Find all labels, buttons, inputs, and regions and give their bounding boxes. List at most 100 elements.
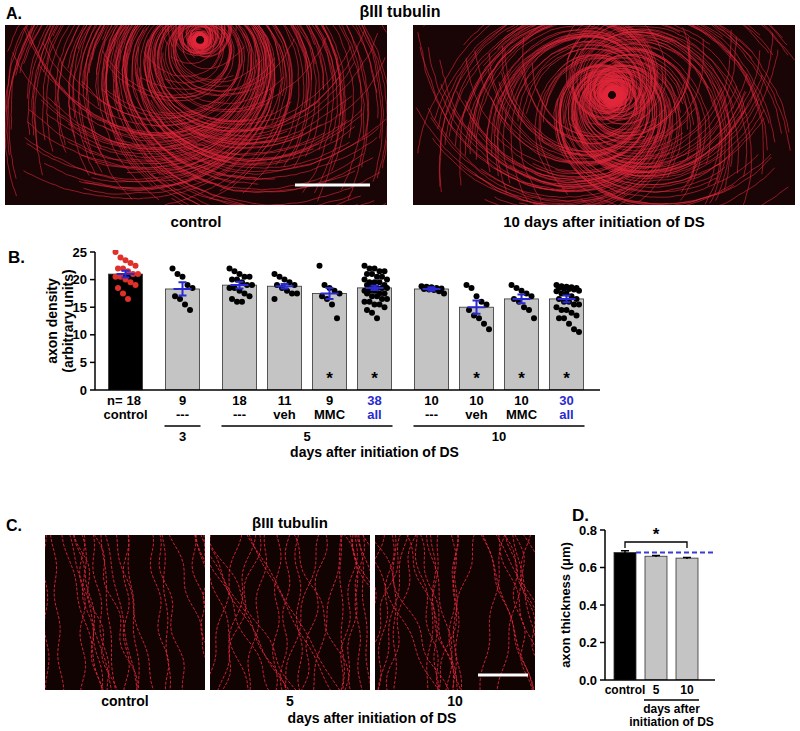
caption: control — [171, 213, 222, 230]
point — [182, 301, 188, 307]
fiber — [469, 113, 651, 179]
annotation: * — [563, 369, 570, 388]
point — [135, 271, 141, 277]
point — [486, 326, 492, 332]
fiber — [299, 535, 327, 690]
n-value: 9 — [326, 393, 333, 408]
point — [382, 304, 388, 310]
bar — [676, 558, 698, 680]
fiber — [584, 39, 704, 143]
fiber — [597, 26, 655, 121]
fiber — [148, 172, 358, 205]
bar — [313, 293, 347, 390]
category-label: control — [103, 407, 147, 422]
fiber — [468, 25, 616, 147]
caption: control — [101, 693, 148, 709]
fibers — [210, 535, 370, 690]
point — [382, 290, 388, 296]
fiber — [33, 25, 102, 175]
fiber — [292, 535, 353, 690]
fiber — [32, 25, 137, 135]
axis-label: days after initiation of DS — [288, 710, 457, 726]
fiber — [375, 535, 441, 690]
tick — [600, 529, 605, 531]
error-bar — [276, 284, 294, 288]
group-line — [644, 699, 699, 701]
fiber — [588, 51, 693, 125]
fiber — [468, 25, 641, 111]
fiber — [348, 535, 370, 690]
tick-label: 15 — [73, 300, 87, 315]
point — [180, 274, 186, 280]
fiber — [45, 535, 49, 690]
point — [187, 307, 193, 313]
fiber — [51, 535, 64, 690]
point — [125, 296, 131, 302]
point — [177, 296, 183, 302]
fiber — [116, 535, 156, 690]
point — [249, 282, 255, 288]
fiber — [164, 156, 373, 193]
point — [571, 287, 577, 293]
point — [526, 307, 532, 313]
category-label: MMC — [314, 407, 346, 422]
axis-label: axon thickness (μm) — [558, 542, 573, 668]
caption: 10 — [447, 693, 463, 709]
point — [334, 315, 340, 321]
fiber — [217, 535, 256, 690]
error-bar — [174, 282, 192, 295]
micrograph — [210, 535, 370, 690]
point — [133, 282, 139, 288]
fibers — [45, 535, 205, 690]
point — [329, 301, 335, 307]
fiber — [189, 25, 292, 142]
fiber — [214, 25, 342, 116]
point — [317, 263, 323, 269]
tick-label: 10 — [73, 327, 87, 342]
annotation: * — [518, 369, 525, 388]
bar — [415, 289, 449, 390]
error-bar — [321, 288, 339, 299]
fiber — [497, 535, 532, 690]
point — [469, 285, 475, 291]
fiber — [632, 33, 773, 177]
group-line — [222, 425, 393, 427]
plot-area — [614, 551, 715, 680]
fiber — [149, 25, 264, 158]
point — [384, 277, 390, 283]
annotation: * — [473, 369, 480, 388]
fiber — [24, 25, 190, 64]
error-bar — [513, 295, 531, 304]
fiber — [140, 79, 325, 155]
fiber — [231, 25, 377, 93]
point — [374, 315, 380, 321]
category-label: veh — [273, 407, 295, 422]
fiber — [438, 535, 476, 690]
group-label: 5 — [303, 429, 310, 444]
fiber — [479, 535, 534, 690]
fiber — [352, 535, 362, 690]
fiber — [114, 25, 225, 104]
fiber — [104, 535, 138, 690]
fibers — [5, 25, 387, 205]
fiber — [25, 138, 234, 180]
fiber — [423, 25, 627, 26]
fiber — [644, 25, 764, 174]
fiber — [375, 535, 403, 690]
fiber — [245, 535, 343, 690]
category-label: all — [367, 407, 381, 422]
error-bar — [117, 271, 135, 278]
point — [566, 321, 572, 327]
tick — [600, 642, 605, 644]
fiber — [192, 27, 221, 57]
annotation: * — [371, 369, 378, 388]
fiber — [247, 535, 334, 690]
fiber — [35, 25, 128, 149]
fiber — [176, 25, 323, 90]
tick-label: 0 — [80, 383, 87, 398]
fiber — [176, 25, 324, 89]
fiber — [633, 32, 729, 201]
x-axis — [95, 389, 600, 391]
fiber — [41, 100, 238, 149]
fiber — [321, 25, 368, 200]
